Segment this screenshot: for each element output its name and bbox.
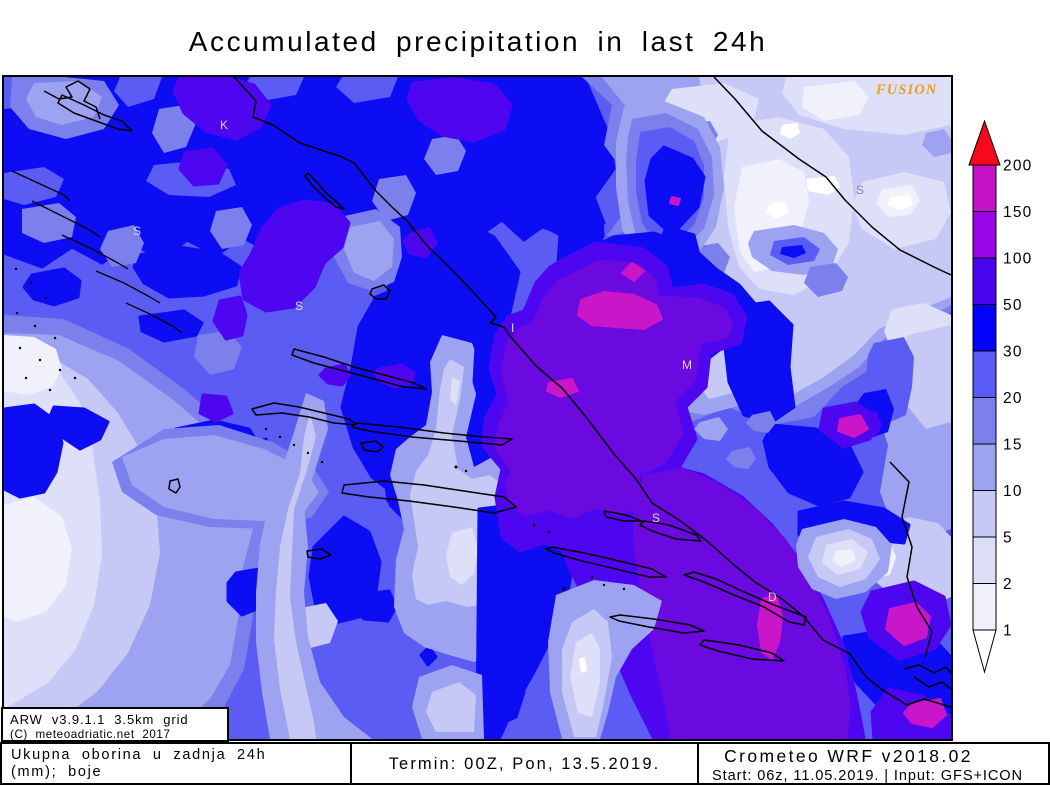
svg-text:S: S: [856, 183, 864, 197]
svg-text:D: D: [768, 590, 777, 604]
svg-text:5: 5: [1003, 530, 1013, 547]
svg-text:10: 10: [1003, 483, 1023, 500]
svg-text:150: 150: [1003, 204, 1032, 221]
svg-text:S: S: [133, 224, 141, 238]
svg-text:2: 2: [1003, 576, 1013, 593]
svg-text:K: K: [220, 118, 228, 132]
svg-text:15: 15: [1003, 437, 1023, 454]
svg-text:50: 50: [1003, 297, 1023, 314]
svg-text:20: 20: [1003, 390, 1023, 407]
svg-text:S: S: [295, 299, 303, 313]
svg-text:I: I: [511, 321, 514, 335]
svg-text:M: M: [682, 358, 692, 372]
svg-text:S: S: [652, 511, 660, 525]
svg-text:30: 30: [1003, 344, 1023, 361]
svg-text:100: 100: [1003, 251, 1032, 268]
svg-text:200: 200: [1003, 158, 1032, 175]
svg-text:1: 1: [1003, 623, 1013, 640]
